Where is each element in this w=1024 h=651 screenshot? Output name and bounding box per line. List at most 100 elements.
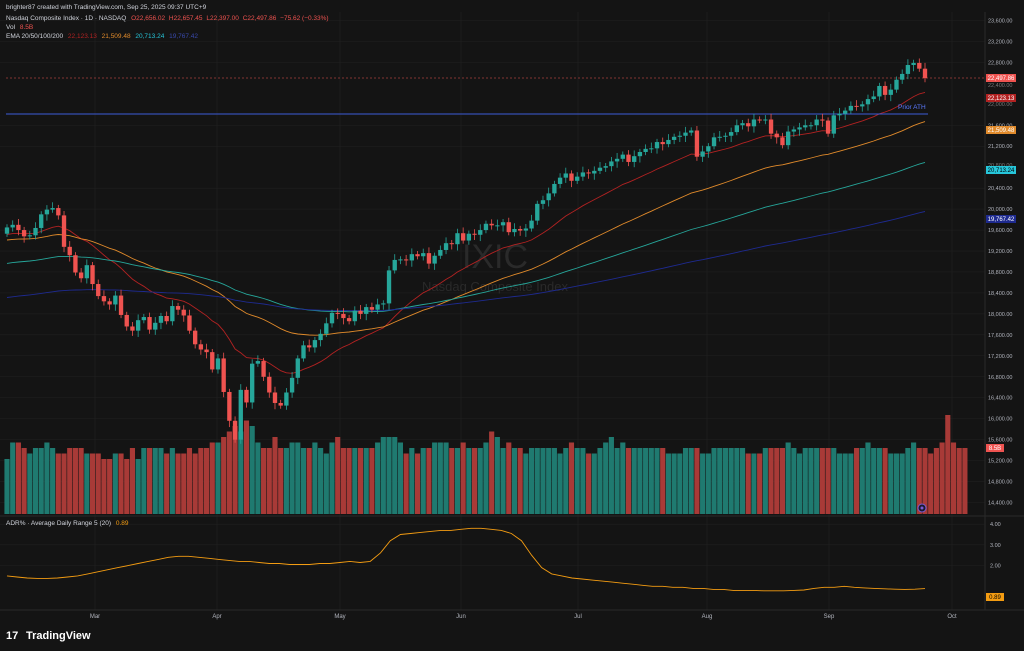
candle-body: [609, 161, 614, 167]
tradingview-logo-icon: 17: [6, 630, 19, 642]
volume-bar: [443, 442, 449, 514]
candle-body: [221, 358, 226, 392]
candle-body: [894, 79, 899, 90]
adr-label: ADR% · Average Daily Range 5 (20): [6, 520, 112, 527]
candle-body: [56, 208, 61, 216]
candle-body: [352, 310, 357, 322]
volume-bar: [329, 442, 335, 514]
candle-body: [677, 135, 682, 137]
volume-bar: [631, 448, 637, 514]
volume-bar: [460, 442, 466, 514]
symbol-title: Nasdaq Composite Index · 1D · NASDAQ: [6, 15, 127, 22]
candle-body: [426, 253, 432, 264]
volume-bars: [4, 415, 968, 514]
volume-bar: [711, 448, 717, 514]
volume-bar: [489, 431, 495, 514]
tradingview-logo[interactable]: 17 TradingView: [6, 630, 91, 642]
volume-value: 8.5B: [19, 24, 34, 31]
ema20-value: 22,123.13: [67, 33, 97, 40]
candle-body: [643, 148, 648, 152]
candle-body: [84, 265, 89, 279]
candle-body: [312, 340, 318, 348]
candle-body: [666, 139, 671, 145]
volume-bar: [819, 448, 825, 514]
ema200-line: [6, 211, 926, 312]
candle-body: [443, 243, 449, 250]
candle-body: [780, 137, 785, 146]
volume-bar: [392, 437, 398, 514]
volume-bar: [625, 448, 632, 514]
price-tick-label: 19,200.00: [988, 249, 1012, 255]
volume-bar: [660, 448, 666, 514]
candle-body: [227, 391, 232, 421]
legend-main: Nasdaq Composite Index · 1D · NASDAQ O22…: [6, 15, 329, 23]
candle-body: [740, 123, 745, 126]
candle-body: [272, 392, 278, 403]
volume-bar: [905, 448, 911, 514]
candle-body: [364, 307, 369, 314]
candle-body: [244, 389, 249, 403]
volume-bar: [203, 448, 210, 514]
candle-body: [73, 255, 78, 273]
candle-body: [911, 62, 916, 66]
ema50-badge-text: 21,509.48: [988, 128, 1015, 134]
price-hidden-2-text: 22,000.00: [988, 102, 1012, 108]
candle-body: [67, 246, 72, 256]
candle-body: [540, 200, 546, 204]
ema200-badge-text: 19,767.42: [988, 217, 1015, 223]
candle-body: [597, 167, 603, 171]
volume-bar: [722, 448, 729, 514]
candle-body: [101, 296, 107, 302]
volume-bar: [677, 453, 683, 514]
volume-bar: [403, 453, 409, 514]
candle-body: [10, 224, 15, 228]
volume-bar: [318, 448, 324, 514]
candle-body: [728, 132, 734, 136]
candle-body: [158, 315, 164, 323]
volume-bar: [734, 448, 740, 514]
volume-bar: [363, 448, 369, 514]
volume-bar: [477, 448, 483, 514]
candle-body: [575, 176, 580, 181]
adr-tick-label: 4.00: [990, 522, 1001, 528]
candle-body: [130, 326, 135, 331]
time-tick-label: Mar: [90, 614, 100, 620]
ema20-badge: [986, 94, 1016, 102]
volume-bar: [791, 448, 797, 514]
volume-bar: [529, 448, 535, 514]
time-axis[interactable]: Mar Apr May Jun Jul Aug Sep Oct: [90, 614, 957, 620]
volume-bar: [169, 448, 175, 514]
candle-body: [215, 358, 221, 370]
ohlc-high: H22,657.45: [168, 15, 203, 22]
candle-body: [512, 229, 517, 233]
candle-body: [557, 177, 563, 184]
ohlc-close: C22,497.86: [242, 15, 277, 22]
volume-bar: [221, 437, 227, 514]
candle-body: [403, 259, 409, 261]
prior-ath-label: Prior ATH: [898, 104, 926, 111]
tradingview-logo-text: TradingView: [26, 630, 91, 642]
volume-bar: [158, 448, 164, 514]
axis-badges: 22,497.86 22,400.00 22,123.13 22,000.00 …: [986, 74, 1016, 601]
volume-bar: [506, 442, 512, 514]
volume-bar: [89, 453, 96, 514]
candle-body: [250, 363, 255, 403]
volume-bar: [357, 448, 364, 514]
candle-body: [192, 330, 198, 345]
candle-body: [489, 223, 494, 226]
candle-body: [854, 105, 859, 107]
candle-body: [33, 227, 38, 236]
volume-bar: [55, 453, 61, 514]
volume-bar: [688, 448, 694, 514]
candle-body: [78, 272, 84, 279]
candle-body: [90, 265, 95, 285]
candle-body: [506, 222, 511, 233]
adr-tick-label: 2.00: [990, 564, 1001, 570]
candle-body: [660, 142, 665, 145]
candle-body: [860, 104, 865, 107]
candlestick-series: [4, 58, 928, 444]
candle-body: [495, 225, 500, 227]
volume-bar: [437, 442, 443, 514]
candle-body: [21, 230, 27, 237]
